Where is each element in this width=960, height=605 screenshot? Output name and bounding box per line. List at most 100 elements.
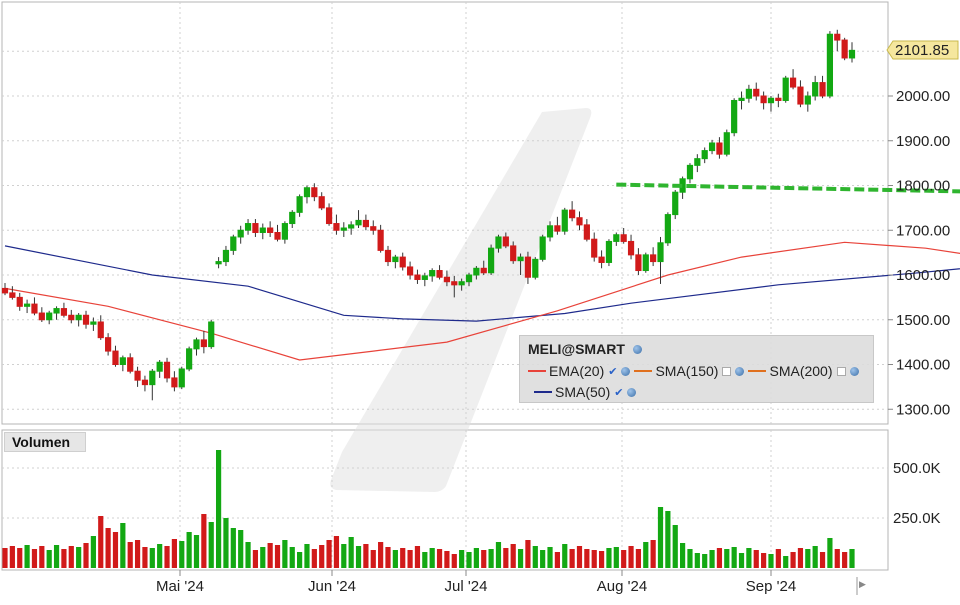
candle-body [90,321,97,325]
candle-body [738,97,745,101]
volume-bar [193,535,200,568]
volume-bar [127,542,133,568]
volume-bar [768,554,774,568]
candle-body [222,249,230,263]
candle-body [296,196,303,213]
candle-body [414,274,421,280]
price-tick-label: 1500.00 [896,312,950,329]
candle-body [701,150,708,160]
candle-body [510,245,517,262]
candle-body [664,214,671,244]
volume-bar [702,554,708,568]
checkmark-icon[interactable]: ✔ [608,365,618,378]
volume-bar [267,543,273,568]
volume-bar [621,550,627,568]
volume-bar [819,552,826,568]
scroll-right-arrow[interactable]: ▶ [856,577,866,595]
volume-bar [525,540,531,568]
candle-body [767,97,775,104]
candle-body [244,223,252,231]
checkmark-icon[interactable]: ✔ [614,386,624,399]
candle-body [97,321,104,339]
candle-body [620,234,627,242]
legend-swatch [748,370,767,372]
legend-item-sma150[interactable]: SMA(150) [634,363,745,379]
volume-bar [842,552,848,568]
month-label: Jun '24 [308,578,356,595]
volume-bar [414,546,421,568]
candle-body [200,339,207,348]
volume-bar [473,548,479,568]
volume-bar [304,544,310,568]
candle-body [605,240,613,263]
volume-bar [17,548,23,568]
volume-bar [83,543,89,568]
volume-bar [112,532,119,568]
volume-bar [547,547,553,568]
volume-bar [282,540,288,568]
volume-bar [444,551,450,568]
volume-bar [53,545,60,568]
month-label: Mai '24 [156,578,204,595]
volume-bar [694,553,700,568]
volume-bar [179,541,185,568]
legend-item-sma50[interactable]: SMA(50) ✔ [534,384,637,400]
volume-bar [24,545,30,568]
volume-bar [348,537,354,568]
volume-bar [687,549,693,568]
candle-body [384,249,392,263]
volume-bar [576,546,583,568]
candle-body [156,361,163,372]
volume-bar [628,546,634,568]
legend-symbol-label: MELI@SMART [528,341,625,357]
legend-item-label: SMA(150) [655,363,719,379]
globe-icon[interactable] [735,366,745,376]
volume-bar [68,546,74,568]
volume-bar [378,542,384,568]
legend-item-ema20[interactable]: EMA(20) ✔ [528,363,631,379]
candle-body [38,312,45,321]
candle-body [215,261,222,265]
candle-body [267,227,274,233]
volume-bar [319,545,325,568]
candle-body [141,379,149,386]
volume-bar [333,536,340,568]
volume-bar [422,552,428,568]
globe-icon[interactable] [621,366,631,376]
volume-bar [510,544,516,568]
volume-bar [252,550,259,568]
checkbox-icon[interactable] [722,366,732,376]
globe-icon[interactable] [849,366,859,376]
checkbox-icon[interactable] [836,366,846,376]
volume-bar [753,550,759,568]
volume-tick-label: 250.0K [893,510,941,527]
volume-bar [223,518,229,568]
volume-bar [46,550,52,568]
svg-text:▶: ▶ [859,579,866,589]
volume-bar [716,548,723,568]
candle-body [392,256,399,263]
candle-body [289,211,296,225]
volume-bar [355,546,362,568]
ema20-line [4,241,960,361]
volume-bar [650,540,656,568]
candle-body [333,223,340,231]
globe-icon[interactable] [627,387,637,397]
volume-bar [731,547,737,568]
candle-body [686,164,694,180]
volume-bar [657,507,664,568]
volume-bar [834,549,840,568]
candle-body [834,33,841,41]
volume-bar [790,552,796,568]
price-tick-label: 1300.00 [896,401,950,418]
candle-body [68,314,75,321]
globe-icon[interactable] [632,345,642,354]
volume-bar [503,548,509,568]
month-label: Jul '24 [445,578,488,595]
legend-item-label: SMA(50) [555,384,611,400]
volume-bar [635,549,642,568]
candle-body [274,231,281,240]
candle-body [532,258,539,278]
legend-item-sma200[interactable]: SMA(200) [748,363,859,379]
volume-bar [569,549,575,568]
